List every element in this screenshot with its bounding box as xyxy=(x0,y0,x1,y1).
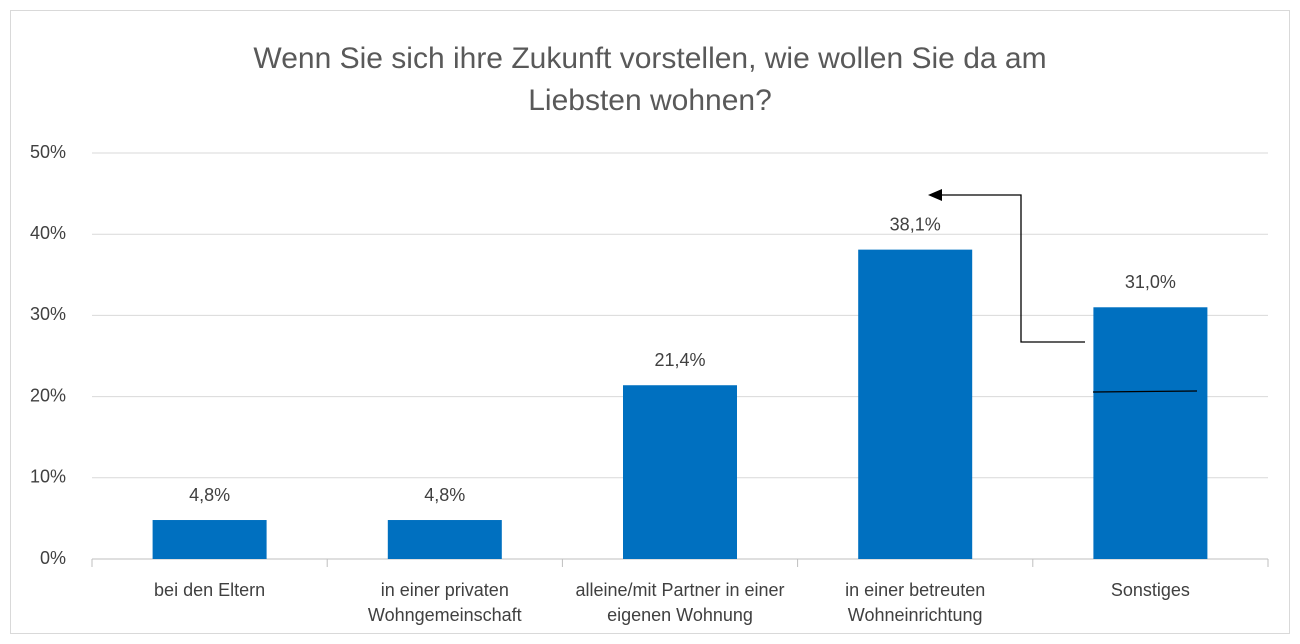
bar xyxy=(623,385,737,559)
x-tick-label: Sonstiges xyxy=(1110,580,1190,600)
chart-title: Wenn Sie sich ihre Zukunft vorstellen, w… xyxy=(253,42,1047,117)
data-label: 38,1% xyxy=(890,214,941,234)
data-label: 21,4% xyxy=(654,350,705,370)
data-label: 4,8% xyxy=(189,485,230,505)
annotation-arrow xyxy=(940,194,1085,343)
x-tick-label: bei den Eltern xyxy=(154,580,266,600)
y-tick-label: 0% xyxy=(40,548,66,568)
y-tick-label: 50% xyxy=(30,142,66,162)
bar xyxy=(858,249,973,560)
plot: 0% 10% 20% 30% 40% 50% 4,8% 4,8% 21,4% 38,1% 31,0% xyxy=(30,142,1269,568)
y-tick-label: 40% xyxy=(30,223,66,243)
data-label: 31,0% xyxy=(1125,272,1176,292)
x-tick-label: alleine/mit Partner in einer eigenen Woh… xyxy=(575,580,785,625)
bar xyxy=(1093,307,1208,559)
data-label: 4,8% xyxy=(424,485,465,505)
x-tick-label: in einer privaten Wohngemeinschaft xyxy=(367,580,522,625)
bar xyxy=(387,520,502,559)
y-tick-label: 20% xyxy=(30,385,66,405)
bar xyxy=(152,520,267,559)
annotation-line xyxy=(1092,390,1198,393)
arrow-head xyxy=(928,189,942,201)
y-tick-label: 10% xyxy=(30,467,66,487)
y-tick-label: 30% xyxy=(30,304,66,324)
x-tick-label: in einer betreuten Wohneinrichtung xyxy=(845,580,986,625)
